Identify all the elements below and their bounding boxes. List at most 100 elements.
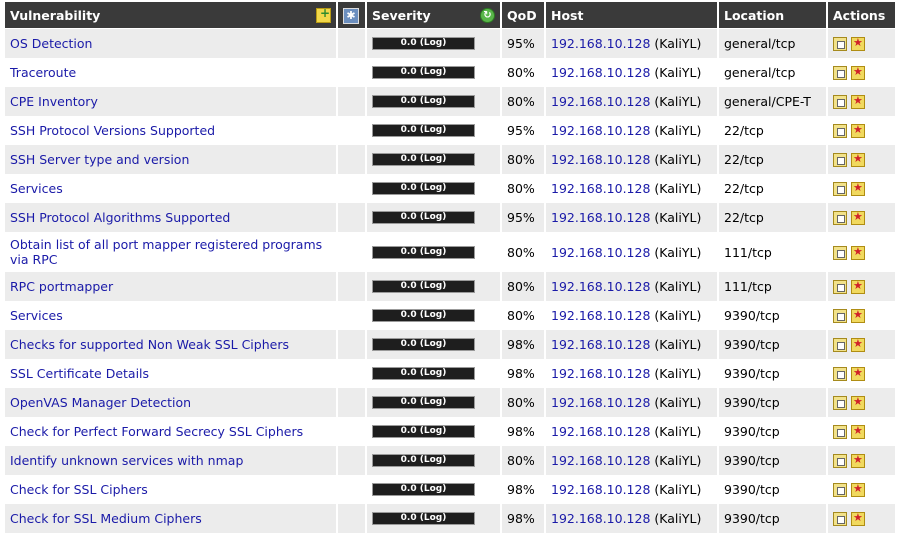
column-header-location[interactable]: Location	[719, 2, 826, 29]
qod-cell: 80%	[502, 87, 544, 116]
qod-header-label[interactable]: QoD	[507, 7, 537, 23]
override-icon[interactable]	[851, 36, 865, 52]
host-link[interactable]: 192.168.10.128	[551, 181, 651, 196]
table-row: Checks for supported Non Weak SSL Cipher…	[5, 330, 895, 359]
vulnerability-cell: Check for SSL Medium Ciphers	[5, 504, 336, 533]
severity-header-label[interactable]: Severity	[372, 7, 431, 23]
severity-cell: 0.0 (Log)	[367, 272, 500, 301]
host-link[interactable]: 192.168.10.128	[551, 123, 651, 138]
details-icon[interactable]	[833, 280, 847, 295]
severity-bar: 0.0 (Log)	[372, 280, 475, 293]
override-icon[interactable]	[851, 152, 865, 168]
qod-cell: 80%	[502, 272, 544, 301]
override-icon[interactable]	[851, 181, 865, 197]
override-icon[interactable]	[851, 337, 865, 353]
host-link[interactable]: 192.168.10.128	[551, 279, 651, 294]
override-icon[interactable]	[851, 308, 865, 324]
details-icon[interactable]	[833, 95, 847, 110]
vulnerability-link[interactable]: Checks for supported Non Weak SSL Cipher…	[10, 337, 289, 352]
vulnerability-link[interactable]: Traceroute	[10, 65, 77, 80]
vulnerability-link[interactable]: CPE Inventory	[10, 94, 98, 109]
column-header-plugin[interactable]: ✱	[338, 2, 365, 29]
vulnerability-link[interactable]: SSL Certificate Details	[10, 366, 150, 381]
vulnerability-link[interactable]: RPC portmapper	[10, 279, 114, 294]
location-header-label[interactable]: Location	[724, 7, 785, 23]
plugin-cell	[338, 116, 365, 145]
host-name: (KaliYL)	[654, 424, 702, 439]
severity-bar: 0.0 (Log)	[372, 124, 475, 137]
column-header-qod[interactable]: QoD	[502, 2, 544, 29]
column-header-host[interactable]: Host	[546, 2, 717, 29]
host-link[interactable]: 192.168.10.128	[551, 244, 651, 260]
override-icon[interactable]	[851, 424, 865, 440]
details-icon[interactable]	[833, 309, 847, 324]
add-filter-icon[interactable]	[316, 6, 331, 23]
details-icon[interactable]	[833, 338, 847, 353]
severity-bar: 0.0 (Log)	[372, 153, 475, 166]
details-icon[interactable]	[833, 483, 847, 498]
vulnerability-link[interactable]: SSH Protocol Algorithms Supported	[10, 210, 231, 225]
severity-cell: 0.0 (Log)	[367, 475, 500, 504]
vulnerability-link[interactable]: Obtain list of all port mapper registere…	[10, 237, 323, 267]
column-header-vulnerability[interactable]: Vulnerability	[5, 2, 336, 29]
host-link[interactable]: 192.168.10.128	[551, 482, 651, 497]
vulnerability-link[interactable]: OS Detection	[10, 36, 93, 51]
vulnerability-link[interactable]: SSH Protocol Versions Supported	[10, 123, 216, 138]
plugin-icon[interactable]: ✱	[343, 7, 359, 24]
vulnerability-link[interactable]: Check for Perfect Forward Secrecy SSL Ci…	[10, 424, 304, 439]
override-icon[interactable]	[851, 366, 865, 382]
host-link[interactable]: 192.168.10.128	[551, 337, 651, 352]
host-name: (KaliYL)	[654, 337, 702, 352]
vulnerability-cell: Identify unknown services with nmap	[5, 446, 336, 475]
host-link[interactable]: 192.168.10.128	[551, 152, 651, 167]
override-icon[interactable]	[851, 123, 865, 139]
refresh-icon[interactable]: ↻	[480, 7, 495, 23]
plugin-cell	[338, 203, 365, 232]
host-link[interactable]: 192.168.10.128	[551, 308, 651, 323]
details-icon[interactable]	[833, 245, 847, 260]
details-icon[interactable]	[833, 211, 847, 226]
details-icon[interactable]	[833, 512, 847, 527]
override-icon[interactable]	[851, 94, 865, 110]
details-icon[interactable]	[833, 66, 847, 81]
host-link[interactable]: 192.168.10.128	[551, 453, 651, 468]
override-icon[interactable]	[851, 453, 865, 469]
details-icon[interactable]	[833, 367, 847, 382]
host-link[interactable]: 192.168.10.128	[551, 65, 651, 80]
host-link[interactable]: 192.168.10.128	[551, 511, 651, 526]
details-icon[interactable]	[833, 396, 847, 411]
host-link[interactable]: 192.168.10.128	[551, 395, 651, 410]
host-link[interactable]: 192.168.10.128	[551, 366, 651, 381]
override-icon[interactable]	[851, 65, 865, 81]
vulnerability-link[interactable]: Check for SSL Medium Ciphers	[10, 511, 202, 526]
severity-cell: 0.0 (Log)	[367, 29, 500, 58]
details-icon[interactable]	[833, 454, 847, 469]
qod-cell: 98%	[502, 359, 544, 388]
column-header-actions: Actions	[828, 2, 895, 29]
override-icon[interactable]	[851, 395, 865, 411]
details-icon[interactable]	[833, 425, 847, 440]
details-icon[interactable]	[833, 124, 847, 139]
details-icon[interactable]	[833, 182, 847, 197]
override-icon[interactable]	[851, 210, 865, 226]
host-link[interactable]: 192.168.10.128	[551, 424, 651, 439]
vulnerability-link[interactable]: OpenVAS Manager Detection	[10, 395, 192, 410]
severity-bar: 0.0 (Log)	[372, 211, 475, 224]
vulnerability-link[interactable]: Check for SSL Ciphers	[10, 482, 148, 497]
column-header-severity[interactable]: Severity ↻	[367, 2, 500, 29]
vulnerability-link[interactable]: Services	[10, 308, 63, 323]
vulnerability-link[interactable]: SSH Server type and version	[10, 152, 190, 167]
vulnerability-link[interactable]: Services	[10, 181, 63, 196]
host-link[interactable]: 192.168.10.128	[551, 36, 651, 51]
override-icon[interactable]	[851, 279, 865, 295]
override-icon[interactable]	[851, 511, 865, 527]
details-icon[interactable]	[833, 153, 847, 168]
details-icon[interactable]	[833, 37, 847, 52]
host-link[interactable]: 192.168.10.128	[551, 210, 651, 225]
override-icon[interactable]	[851, 245, 865, 260]
host-link[interactable]: 192.168.10.128	[551, 94, 651, 109]
host-header-label[interactable]: Host	[551, 7, 584, 23]
override-icon[interactable]	[851, 482, 865, 498]
vulnerability-link[interactable]: Identify unknown services with nmap	[10, 453, 244, 468]
vulnerability-header-label[interactable]: Vulnerability	[10, 7, 101, 23]
